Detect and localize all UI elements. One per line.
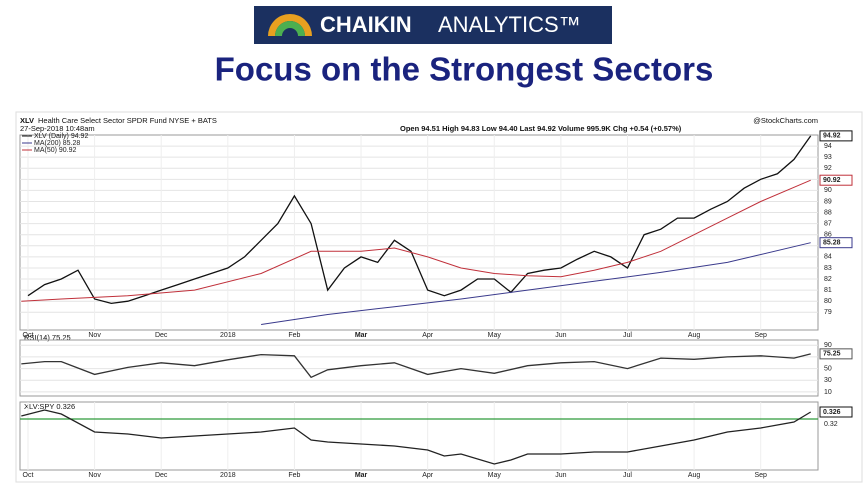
y-tick-label: 83 (824, 265, 832, 272)
value-tag-label: 90.92 (823, 177, 841, 184)
value-tag-label: 85.28 (823, 240, 841, 247)
chart-frame (15, 111, 863, 483)
series-line (261, 242, 811, 325)
y-tick-label: 90 (824, 187, 832, 194)
value-tag (819, 237, 853, 249)
x-tick-label: 2018 (220, 472, 236, 479)
series-line (21, 353, 811, 379)
x-tick-label: Mar (355, 472, 368, 479)
x-tick-label: Jul (623, 472, 632, 479)
x-tick-label: Mar (355, 332, 368, 339)
y-tick-label: 84 (824, 254, 832, 261)
series-line (21, 179, 811, 302)
x-tick-label: Apr (422, 472, 434, 479)
y-tick-label: 86 (824, 232, 832, 239)
x-tick-label: Nov (88, 332, 101, 339)
x-tick-label: Jun (555, 472, 566, 479)
brand-logo (268, 14, 312, 36)
y-tick-label: 87 (824, 220, 832, 227)
y-tick-label: 0.32 (824, 421, 838, 428)
x-tick-label: Aug (688, 332, 701, 339)
x-tick-label: Apr (422, 332, 434, 339)
x-tick-label: 2018 (220, 332, 236, 339)
legend-label: XLV (Daily) 94.92 (34, 133, 88, 140)
brand-logo (275, 21, 305, 36)
symbol: XLV (20, 116, 34, 125)
source: @StockCharts.com (753, 116, 818, 125)
pane-label: RSI(14) 75.25 (24, 333, 71, 342)
y-tick-label: 93 (824, 154, 832, 161)
x-tick-label: Sep (754, 332, 767, 339)
x-tick-label: Feb (288, 472, 300, 479)
y-tick-label: 80 (824, 298, 832, 305)
series-line (21, 409, 812, 465)
pane (19, 401, 819, 471)
y-tick-label: 90 (824, 342, 832, 349)
slide-title: Focus on the Strongest Sectors (215, 51, 714, 88)
y-tick-label: 94 (824, 143, 832, 150)
x-tick-label: Sep (754, 472, 767, 479)
x-tick-label: May (488, 472, 502, 479)
y-tick-label: 81 (824, 287, 832, 294)
x-tick-label: Aug (688, 472, 701, 479)
pane (19, 339, 819, 397)
timestamp: 27-Sep-2018 10:48am (20, 124, 95, 133)
value-tag-label: 94.92 (823, 133, 841, 140)
x-tick-label: Dec (155, 472, 168, 479)
value-tag (819, 348, 853, 360)
legend-label: MA(50) 90.92 (34, 147, 77, 154)
value-tag (819, 406, 853, 418)
brand-bold: CHAIKIN (320, 12, 412, 37)
y-tick-label: 79 (824, 309, 832, 316)
value-tag-label: 0.326 (823, 409, 841, 416)
y-tick-label: 82 (824, 276, 832, 283)
x-tick-label: Feb (288, 332, 300, 339)
x-tick-label: Dec (155, 332, 168, 339)
value-tag (819, 130, 853, 142)
fund-name: Health Care Select Sector SPDR Fund NYSE… (38, 116, 217, 125)
pane (19, 134, 819, 331)
y-tick-label: 92 (824, 165, 832, 172)
y-tick-label: 50 (824, 365, 832, 372)
brand-banner (254, 6, 612, 44)
x-tick-label: May (488, 332, 502, 339)
series-line (27, 135, 812, 305)
y-tick-label: 89 (824, 198, 832, 205)
pane-label: XLV:SPY 0.326 (24, 402, 75, 411)
x-tick-label: Jul (623, 332, 632, 339)
quote: Open 94.51 High 94.83 Low 94.40 Last 94.… (400, 124, 682, 133)
x-tick-label: Oct (23, 332, 34, 339)
y-tick-label: 88 (824, 209, 832, 216)
legend-label: MA(200) 85.28 (34, 140, 80, 147)
x-tick-label: Jun (555, 332, 566, 339)
brand-light: ANALYTICS™ (438, 12, 581, 37)
value-tag (819, 174, 853, 186)
y-tick-label: 30 (824, 377, 832, 384)
x-tick-label: Oct (23, 472, 34, 479)
y-tick-label: 10 (824, 389, 832, 396)
value-tag-label: 75.25 (823, 351, 841, 358)
x-tick-label: Nov (88, 472, 101, 479)
